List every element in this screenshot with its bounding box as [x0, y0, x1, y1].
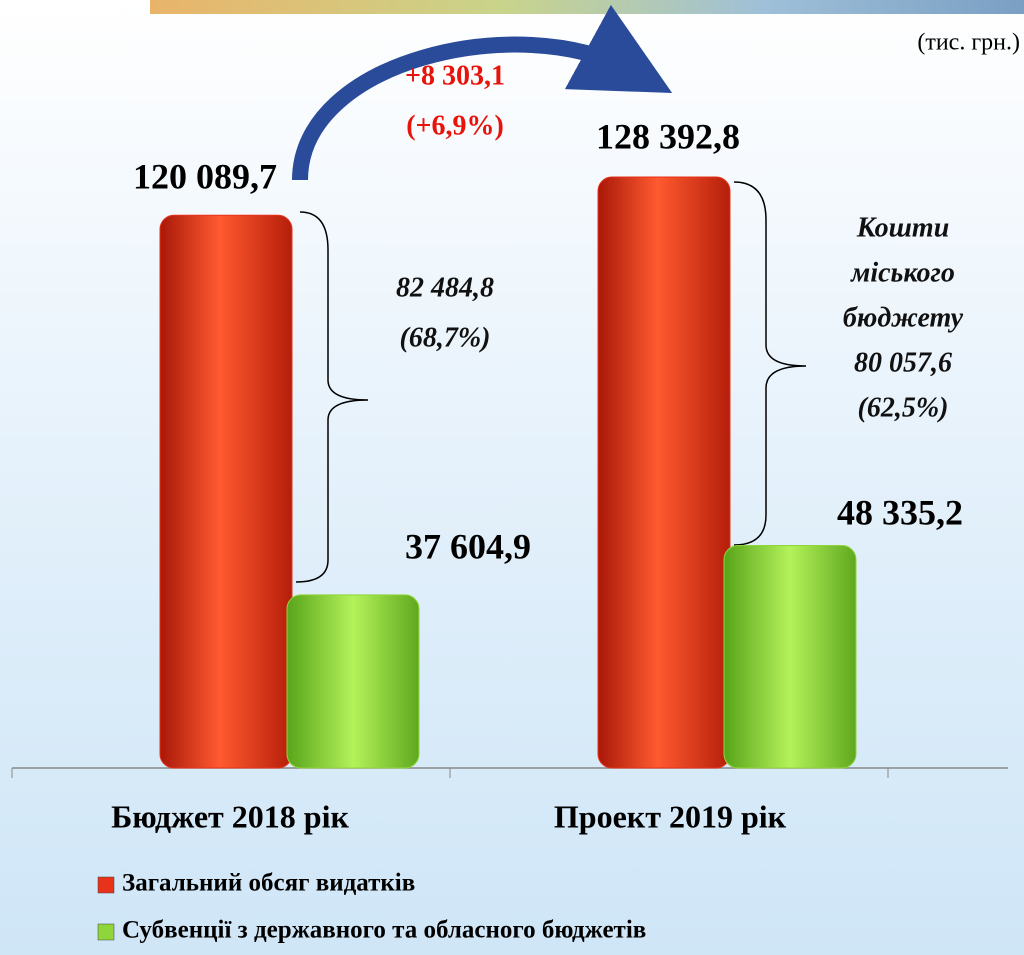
annotation: 80 057,6 [854, 347, 952, 378]
value-label: 120 089,7 [133, 156, 277, 196]
x-tick-label: Бюджет 2018 рік [111, 798, 349, 834]
bar [160, 215, 292, 768]
page: {"chart_data": {"type": "bar", "unit": "… [0, 0, 1024, 955]
value-label: 128 392,8 [596, 116, 740, 156]
annotation: 82 484,8 [396, 272, 494, 303]
chart: (тис. грн.) Бюджет 2018 рік 120 089,7 37 6… [0, 0, 1024, 955]
header-strip [150, 0, 1024, 14]
value-label: 48 335,2 [837, 492, 963, 532]
annotation: міського [850, 257, 955, 288]
annotation: Кошти [856, 212, 950, 243]
value-label: 37 604,9 [405, 526, 531, 566]
legend-label: Загальний обсяг видатків [122, 870, 415, 897]
annotation: +8 303,1 [405, 60, 505, 91]
unit-label: (тис. грн.) [917, 30, 1020, 56]
annotation: бюджету [843, 302, 964, 333]
legend-label: Субвенції з державного та обласного бюдж… [122, 917, 646, 944]
legend-swatch [98, 877, 114, 893]
bar [287, 595, 419, 768]
annotation: (62,5%) [858, 392, 949, 423]
bar [598, 177, 730, 768]
legend-swatch [98, 924, 114, 940]
bar [724, 546, 856, 768]
x-tick-label: Проект 2019 рік [554, 798, 787, 834]
annotation: (68,7%) [400, 322, 491, 353]
annotation: (+6,9%) [406, 110, 504, 141]
